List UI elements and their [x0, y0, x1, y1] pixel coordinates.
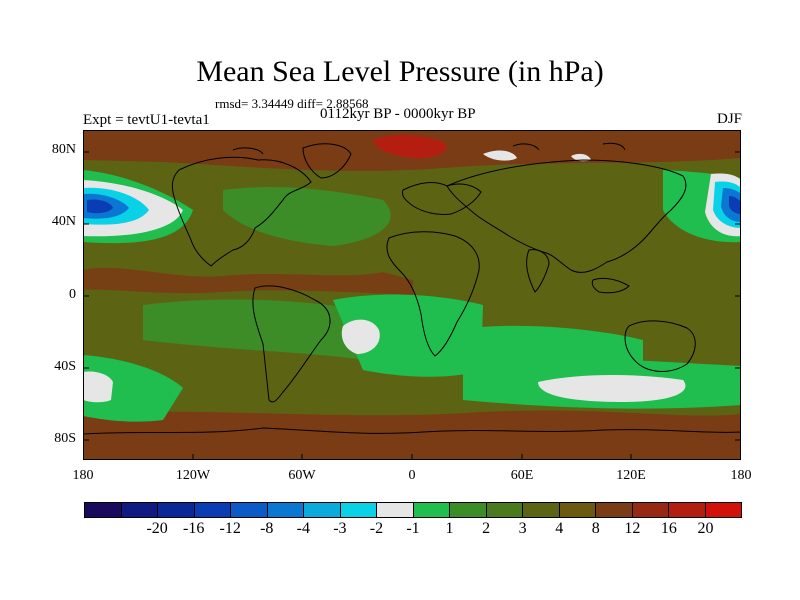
- colorbar-swatch: [705, 503, 741, 517]
- coastlines: [83, 142, 741, 435]
- field-brown-south: [83, 410, 741, 460]
- colorbar: [84, 502, 742, 518]
- colorbar-swatch: [158, 503, 195, 517]
- coast-south-america: [252, 285, 331, 403]
- colorbar-label: -1: [406, 520, 420, 537]
- coast-india: [526, 249, 550, 293]
- colorbar-label: 12: [624, 520, 641, 537]
- colorbar-label: -8: [260, 520, 274, 537]
- field-deepblue-np-west: [87, 199, 113, 214]
- colorbar-swatch: [194, 503, 231, 517]
- colorbar-swatch: [413, 503, 450, 517]
- coast-africa: [386, 231, 480, 357]
- season-label: DJF: [716, 111, 742, 127]
- axis-ticks: [83, 151, 741, 460]
- y-axis-label-80s: 80S: [54, 431, 76, 446]
- colorbar-swatch: [669, 503, 706, 517]
- colorbar-label: -16: [182, 520, 205, 537]
- x-axis-label-60w: 60W: [288, 468, 316, 483]
- x-axis-label-180w: 180: [72, 468, 94, 483]
- coast-australia: [624, 320, 696, 372]
- colorbar-swatch: [231, 503, 268, 517]
- coast-antarctica: [83, 427, 741, 435]
- colorbar-label: 8: [591, 520, 600, 537]
- field-base: [83, 130, 741, 460]
- colorbar-swatch: [85, 503, 122, 517]
- x-axis-label-180e: 180: [730, 468, 752, 483]
- pressure-map: [83, 130, 741, 460]
- rmsd-diff-stats: rmsd= 3.34449 diff= 2.88568: [215, 96, 369, 111]
- x-axis-label-0: 0: [408, 468, 416, 483]
- colorbar-label: 16: [660, 520, 677, 537]
- field-white-south-pacific: [83, 371, 113, 403]
- field-deepblue-np-east: [729, 196, 741, 214]
- coast-greenland: [302, 143, 352, 179]
- field-red-arctic: [373, 134, 447, 159]
- colorbar-label: -2: [369, 520, 384, 537]
- x-axis-label-120e: 120E: [616, 468, 646, 483]
- experiment-label: Expt = tevtU1-tevta1: [83, 112, 210, 128]
- field-green-atlantic: [333, 294, 483, 377]
- field-green-europe: [223, 187, 391, 246]
- colorbar-swatch: [596, 503, 633, 517]
- colorbar-swatch: [267, 503, 304, 517]
- colorbar-label: 3: [518, 520, 527, 537]
- field-brown-south2: [83, 267, 413, 295]
- colorbar-label: -20: [146, 520, 168, 537]
- y-axis-label-80n: 80N: [51, 142, 76, 157]
- field-white-south-indian: [538, 375, 686, 402]
- colorbar-swatch: [450, 503, 487, 517]
- colorbar-label: 4: [555, 520, 564, 537]
- y-axis-label-40n: 40N: [51, 214, 76, 229]
- colorbar-label: 20: [697, 520, 714, 537]
- time-period: 0112kyr BP - 0000kyr BP: [320, 106, 476, 122]
- field-green-pacific-west: [83, 355, 183, 422]
- colorbar-label: 2: [482, 520, 491, 537]
- colorbar-swatch: [559, 503, 596, 517]
- colorbar-label: 1: [445, 520, 454, 537]
- y-axis-label-0: 0: [69, 287, 76, 302]
- colorbar-swatch: [523, 503, 560, 517]
- field-green-tropics: [143, 299, 363, 360]
- map-title: Mean Sea Level Pressure (in hPa): [196, 55, 604, 88]
- colorbar-label: -3: [333, 520, 347, 537]
- colorbar-swatch: [486, 503, 523, 517]
- colorbar-swatch: [121, 503, 158, 517]
- field-white-arctic-2: [571, 153, 591, 162]
- coast-europe: [402, 182, 482, 215]
- colorbar-label: -12: [219, 520, 241, 537]
- colorbar-swatch: [304, 503, 341, 517]
- field-white-arctic-1: [483, 150, 517, 161]
- field-white-south-atlantic: [341, 319, 380, 354]
- colorbar-swatch: [377, 503, 414, 517]
- coast-se-asia: [591, 277, 630, 294]
- x-axis-label-60e: 60E: [510, 468, 534, 483]
- coast-arctic-islands: [232, 142, 626, 155]
- colorbar-label: -4: [296, 520, 310, 537]
- x-axis-label-120w: 120W: [175, 468, 211, 483]
- colorbar-swatch: [632, 503, 669, 517]
- y-axis-label-40s: 40S: [54, 359, 76, 374]
- colorbar-swatch: [340, 503, 377, 517]
- coast-north-america: [171, 156, 312, 267]
- coast-asia: [446, 159, 687, 273]
